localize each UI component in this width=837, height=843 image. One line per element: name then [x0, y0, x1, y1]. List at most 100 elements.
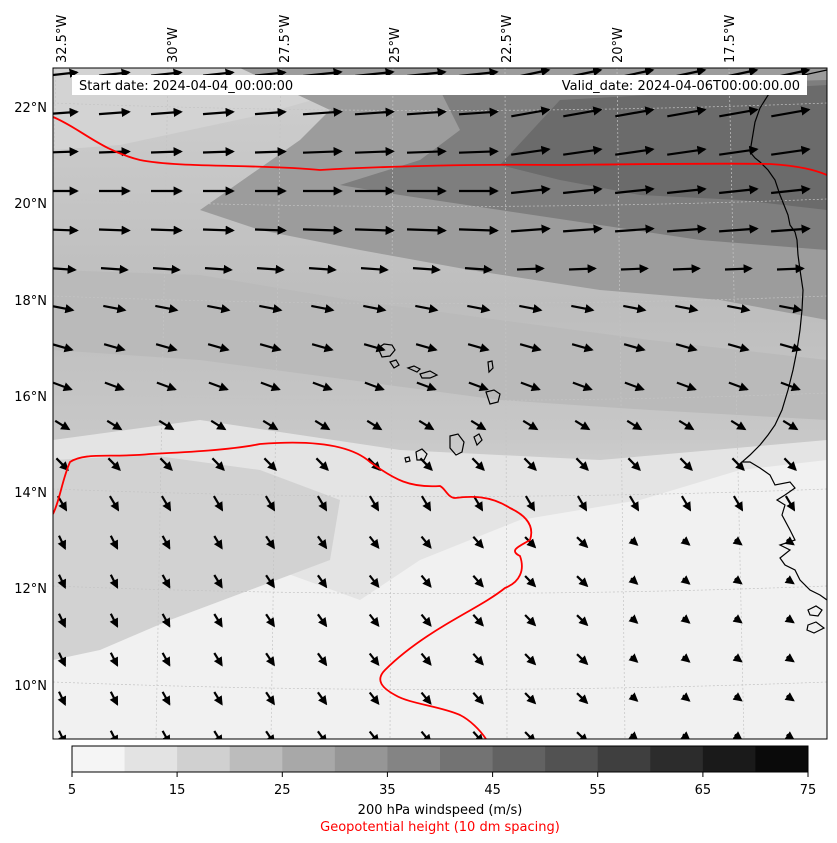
wind-arrow	[782, 419, 799, 431]
wind-arrow	[784, 614, 795, 624]
island-maio	[473, 433, 483, 447]
wind-arrow	[109, 535, 119, 550]
wind-arrow	[680, 614, 691, 624]
wind-arrow	[263, 457, 277, 472]
wind-arrow	[213, 691, 223, 706]
wind-arrow	[627, 457, 641, 472]
wind-arrow	[107, 457, 121, 472]
wind-arrow	[732, 614, 743, 624]
wind-arrow	[152, 264, 181, 274]
wind-arrow	[511, 145, 551, 156]
wind-arrow	[109, 574, 119, 589]
island-boa-vista	[485, 389, 501, 405]
wind-arrow	[524, 614, 537, 627]
wind-arrow	[354, 146, 395, 157]
wind-arrow	[256, 264, 285, 274]
wind-arrow	[213, 613, 223, 628]
island-santo-antao	[377, 343, 396, 358]
wind-arrow	[524, 731, 537, 739]
wind-arrow	[511, 106, 551, 118]
wind-arrow	[317, 652, 328, 667]
island-sao-vicente	[389, 359, 400, 369]
wind-arrow	[158, 419, 175, 431]
wind-arrow	[732, 692, 743, 702]
colorbar-swatch	[545, 746, 599, 772]
wind-arrow	[317, 535, 328, 550]
wind-arrow	[109, 691, 119, 706]
wind-arrow	[420, 730, 432, 739]
wind-arrow	[57, 652, 66, 667]
wind-arrow	[259, 304, 283, 314]
colorbar-swatch	[229, 746, 283, 772]
wind-arrow	[779, 304, 803, 314]
wind-arrow	[623, 343, 646, 353]
wind-arrow	[667, 224, 707, 234]
colorbar-swatch	[702, 746, 756, 772]
wind-arrow	[628, 614, 639, 624]
wind-arrow	[213, 652, 223, 667]
wind-arrow	[412, 264, 441, 274]
wind-arrow	[472, 731, 484, 739]
wind-arrow	[732, 495, 744, 512]
wind-arrow	[472, 614, 484, 627]
wind-arrow	[106, 419, 123, 431]
wind-arrow	[265, 691, 275, 706]
wind-arrow	[160, 495, 172, 512]
wind-arrow	[458, 107, 499, 117]
wind-arrow	[516, 264, 545, 274]
valid-date-label: Valid_date: 2024-04-06T00:00:00.00	[562, 79, 800, 94]
wind-arrow	[771, 145, 811, 156]
wind-arrow	[472, 653, 484, 666]
wind-arrow	[311, 343, 334, 353]
wind-arrow	[302, 225, 343, 235]
wind-arrow	[302, 107, 343, 117]
wind-arrow	[208, 381, 229, 392]
wind-arrow	[161, 613, 171, 628]
wind-arrow	[615, 224, 655, 234]
wind-arrow	[207, 343, 230, 353]
colorbar-tick-5: 5	[68, 783, 76, 798]
wind-arrow	[522, 419, 539, 431]
wind-arrow	[628, 495, 640, 512]
wind-arrow	[511, 224, 551, 234]
wind-arrow	[212, 495, 224, 512]
wind-arrow	[259, 343, 282, 353]
wind-arrow	[524, 536, 537, 549]
wind-arrow	[265, 652, 275, 667]
wind-arrow	[623, 304, 647, 314]
wind-arrow	[254, 147, 287, 157]
island-fogo	[415, 448, 428, 461]
wind-arrow	[615, 145, 655, 156]
bijagos-islands-south	[806, 621, 826, 634]
wind-arrow	[727, 343, 750, 353]
wind-arrow	[368, 535, 380, 549]
wind-arrow	[254, 225, 287, 235]
colorbar-tick-25: 25	[274, 783, 291, 798]
wind-arrow	[730, 419, 747, 431]
wind-arrow	[55, 457, 69, 472]
colorbar-swatch	[492, 746, 546, 772]
wind-arrow	[53, 225, 79, 235]
lon-label-22-5w: 22.5°W	[500, 15, 515, 63]
wind-arrow	[420, 652, 432, 666]
wind-arrow	[368, 691, 380, 705]
wind-arrow	[57, 535, 66, 550]
wind-arrow	[53, 147, 79, 157]
wind-arrow	[100, 264, 129, 274]
wind-arrow	[264, 495, 276, 512]
wind-arrow	[155, 304, 179, 314]
wind-arrow	[150, 107, 183, 118]
lon-label-32-5w: 32.5°W	[55, 15, 70, 63]
wind-arrow	[202, 147, 235, 157]
colorbar-frame	[71, 745, 809, 773]
wind-arrow	[254, 107, 287, 118]
wind-arrow	[406, 107, 447, 117]
wind-arrow	[524, 495, 536, 512]
wind-arrow	[109, 613, 119, 628]
wind-arrow	[420, 691, 432, 705]
wind-arrow	[54, 419, 71, 431]
wind-arrow	[680, 536, 691, 546]
wind-arrow	[213, 730, 223, 739]
wind-arrow	[524, 653, 537, 666]
